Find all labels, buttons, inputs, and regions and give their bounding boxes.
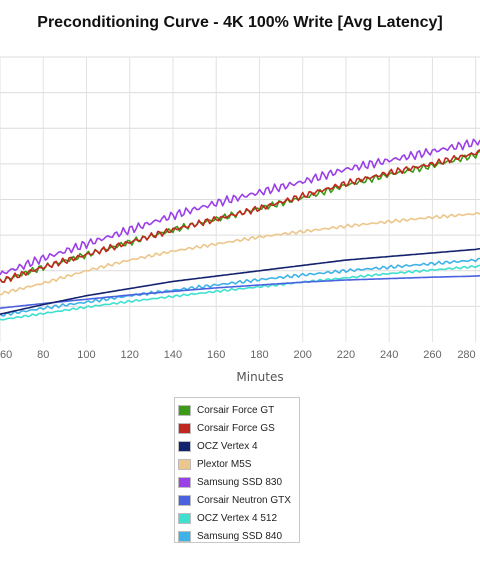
- x-tick-label: 120: [121, 349, 139, 361]
- x-tick-label: 240: [380, 349, 398, 361]
- legend-item[interactable]: Samsung SSD 840: [178, 527, 299, 545]
- legend-swatch: [178, 512, 191, 524]
- legend-swatch: [178, 458, 191, 470]
- series-line-3: [0, 212, 480, 296]
- x-tick-label: 160: [207, 349, 225, 361]
- legend-label: Samsung SSD 840: [197, 530, 283, 542]
- x-tick-label: 200: [294, 349, 312, 361]
- legend-label: Samsung SSD 830: [197, 476, 283, 488]
- legend: Corsair Force GT Corsair Force GS OCZ Vert…: [174, 397, 300, 543]
- x-tick-label: 80: [37, 349, 49, 361]
- legend-label: Corsair Neutron GTX: [197, 494, 291, 506]
- legend-item[interactable]: Corsair Force GS: [178, 419, 299, 437]
- series-line-1: [0, 149, 480, 284]
- x-tick-label: 100: [77, 349, 95, 361]
- line-chart: 60 80 100 120 140 160 180 200 220 240 260 280 Minut…: [0, 56, 480, 384]
- x-tick-label: 180: [250, 349, 268, 361]
- series-line-4: [0, 138, 480, 276]
- x-axis-title: Minutes: [236, 370, 283, 384]
- series-lines: [0, 138, 480, 321]
- legend-swatch: [178, 422, 191, 434]
- series-line-5: [0, 274, 480, 309]
- legend-item[interactable]: Corsair Force GT: [178, 401, 299, 419]
- legend-item[interactable]: OCZ Vertex 4 512: [178, 509, 299, 527]
- x-tick-label: 280: [457, 349, 475, 361]
- legend-swatch: [178, 476, 191, 488]
- legend-label: OCZ Vertex 4 512: [197, 512, 278, 524]
- chart-title: Preconditioning Curve - 4K 100% Write [A…: [37, 14, 443, 31]
- series-line-6: [0, 264, 480, 321]
- legend-swatch: [178, 530, 191, 542]
- legend-label: Plextor M5S: [197, 458, 252, 470]
- legend-swatch: [178, 440, 191, 452]
- series-line-7: [0, 257, 480, 317]
- series-line-2: [0, 247, 480, 315]
- legend-swatch: [178, 404, 191, 416]
- legend-item[interactable]: Plextor M5S: [178, 455, 299, 473]
- x-tick-label: 260: [423, 349, 441, 361]
- legend-item[interactable]: Samsung SSD 830: [178, 473, 299, 491]
- legend-swatch: [178, 494, 191, 506]
- legend-item[interactable]: OCZ Vertex 4: [178, 437, 299, 455]
- x-tick-labels: 60 80 100 120 140 160 180 200 220 240 260 280: [0, 349, 476, 361]
- legend-label: Corsair Force GT: [197, 404, 275, 416]
- x-tick-label: 140: [164, 349, 182, 361]
- legend-label: Corsair Force GS: [197, 422, 275, 434]
- legend-label: OCZ Vertex 4: [197, 440, 258, 452]
- x-tick-label: 60: [0, 349, 12, 361]
- x-tick-label: 220: [337, 349, 355, 361]
- legend-item[interactable]: Corsair Neutron GTX: [178, 491, 299, 509]
